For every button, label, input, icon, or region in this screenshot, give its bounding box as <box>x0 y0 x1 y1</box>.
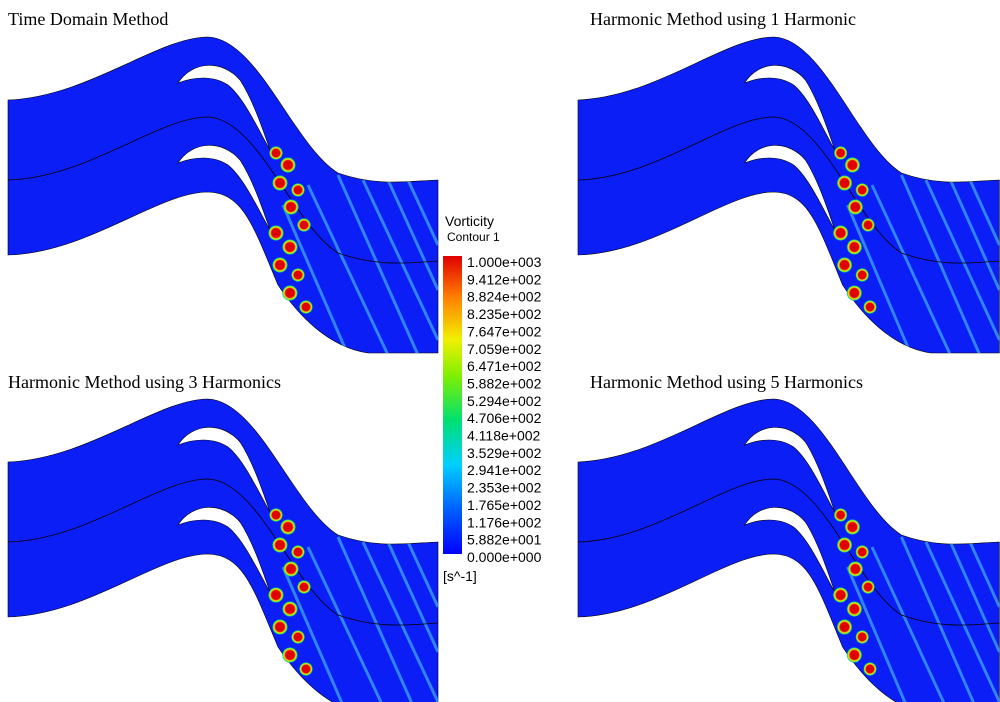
panel-title: Harmonic Method using 1 Harmonic <box>590 9 856 29</box>
legend-label: 1.176e+002 <box>467 514 542 530</box>
legend-label: 5.882e+001 <box>467 532 542 548</box>
legend-title: Vorticity <box>445 213 494 229</box>
legend-label: 6.471e+002 <box>467 358 542 374</box>
legend-unit: [s^-1] <box>443 568 477 584</box>
legend-label: 4.706e+002 <box>467 410 542 426</box>
legend-label: 5.294e+002 <box>467 393 542 409</box>
legend-label: 1.000e+003 <box>467 254 542 270</box>
panel-title: Time Domain Method <box>8 9 168 29</box>
legend-label: 8.235e+002 <box>467 306 542 322</box>
legend-label: 1.765e+002 <box>467 497 542 513</box>
legend-label: 3.529e+002 <box>467 445 542 461</box>
legend-label: 4.118e+002 <box>467 428 541 444</box>
contour-panel <box>578 399 999 702</box>
panel-title: Harmonic Method using 5 Harmonics <box>590 372 863 392</box>
legend-label: 8.824e+002 <box>467 289 542 305</box>
legend-label: 7.647e+002 <box>467 323 542 339</box>
contour-panel <box>8 399 438 702</box>
color-bar <box>443 256 462 554</box>
legend-label: 5.882e+002 <box>467 375 542 391</box>
contour-panel <box>8 37 438 355</box>
legend-label: 9.412e+002 <box>467 271 542 287</box>
legend-label: 7.059e+002 <box>467 341 542 357</box>
contour-panel <box>578 37 999 355</box>
legend-label: 2.941e+002 <box>467 462 542 478</box>
panel-title: Harmonic Method using 3 Harmonics <box>8 372 281 392</box>
legend-label: 2.353e+002 <box>467 480 542 496</box>
legend-subtitle: Contour 1 <box>447 230 500 244</box>
legend-label: 0.000e+000 <box>467 549 542 565</box>
